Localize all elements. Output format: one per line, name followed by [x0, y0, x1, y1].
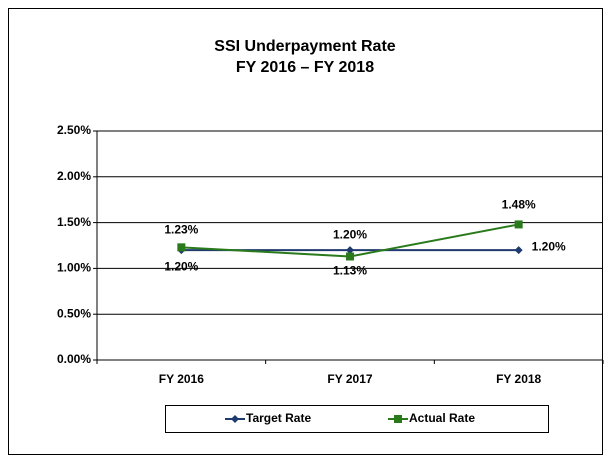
chart-subtitle: FY 2016 – FY 2018	[236, 59, 374, 76]
marker	[346, 246, 354, 255]
marker	[514, 246, 523, 255]
x-tick-label: FY 2018	[496, 372, 541, 386]
data-label: 1.48%	[502, 198, 536, 212]
x-tick-label: FY 2017	[327, 372, 372, 386]
data-label: 1.20%	[532, 239, 566, 253]
chart-title: SSI Underpayment Rate	[214, 38, 395, 55]
chart-frame	[8, 8, 603, 455]
marker	[514, 220, 523, 229]
marker	[177, 243, 186, 252]
y-tick-label: 2.00%	[57, 169, 91, 183]
y-tick-label: 1.50%	[57, 215, 91, 229]
marker	[394, 415, 402, 423]
legend-box	[165, 405, 549, 433]
legend-label: Target Rate	[246, 411, 311, 425]
data-label: 1.23%	[164, 223, 198, 237]
x-tick-label: FY 2016	[159, 372, 204, 386]
y-tick-label: 1.00%	[57, 261, 91, 275]
y-tick-label: 2.50%	[57, 123, 91, 137]
marker	[346, 252, 354, 261]
data-label: 1.20%	[164, 259, 198, 273]
data-label: 1.13%	[333, 264, 367, 278]
y-tick-label: 0.50%	[57, 306, 91, 320]
marker	[231, 415, 239, 423]
y-tick-label: 0.00%	[57, 352, 91, 366]
data-label: 1.20%	[333, 227, 367, 241]
legend-label: Actual Rate	[409, 411, 475, 425]
